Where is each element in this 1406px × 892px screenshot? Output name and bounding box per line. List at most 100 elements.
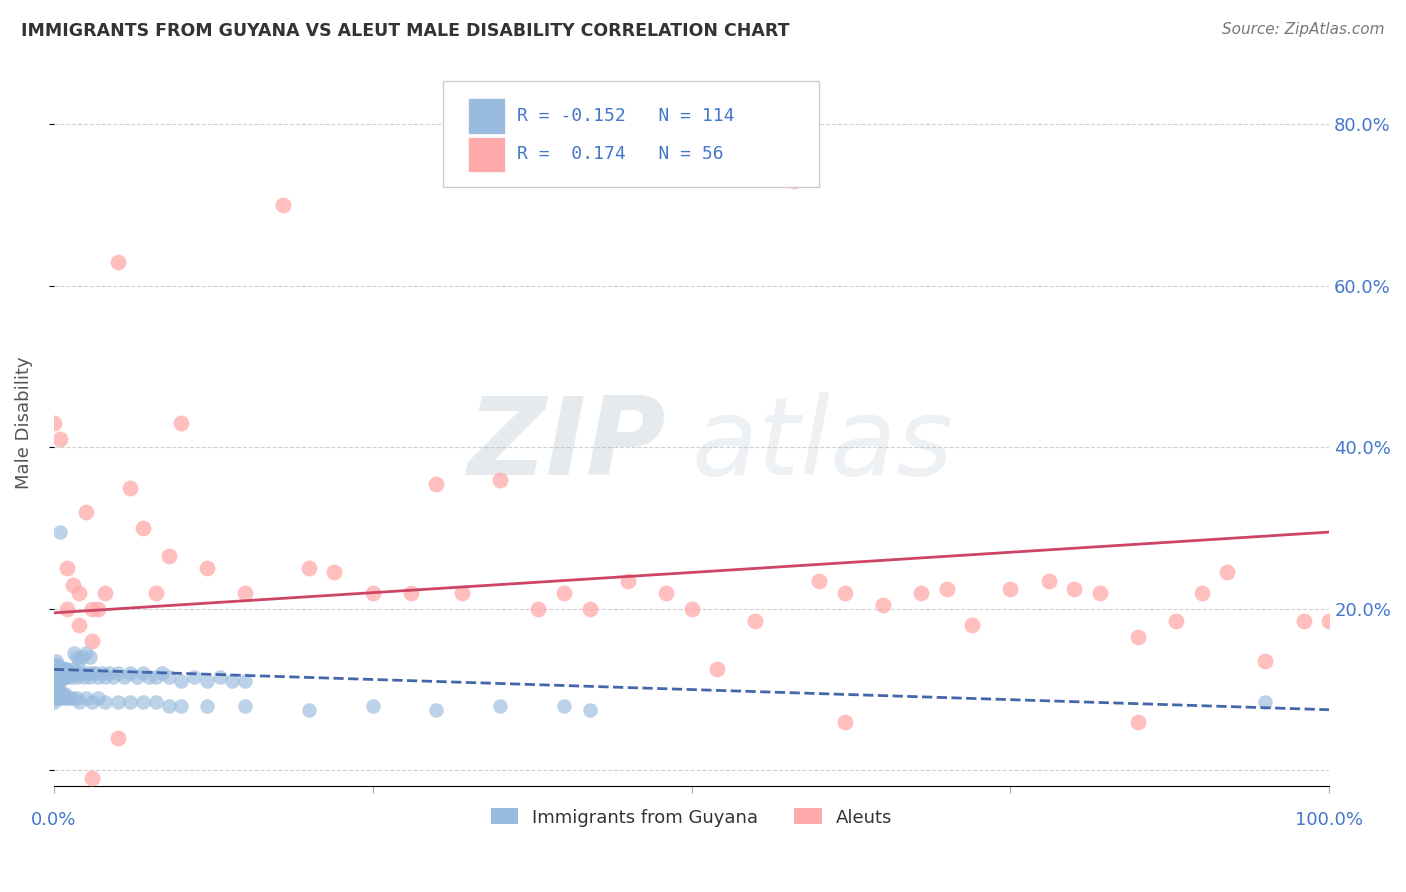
Point (46, 666, 69, 681)
Point (49, 674, 72, 689)
Point (45, 658, 67, 673)
Point (298, 561, 321, 575)
Point (62, 577, 84, 591)
Point (51, 690, 73, 705)
Point (221, 674, 243, 689)
Point (107, 695, 129, 709)
FancyBboxPatch shape (468, 98, 505, 134)
Point (1126, 714, 1149, 729)
Point (87, 602, 110, 616)
Point (51, 662, 73, 676)
Point (42, 695, 65, 709)
Point (42, 679, 65, 693)
Point (138, 670, 160, 684)
Text: 100.0%: 100.0% (1295, 811, 1364, 829)
Point (82, 772, 104, 786)
Point (45, 690, 67, 705)
Point (157, 698, 180, 713)
Point (170, 674, 193, 689)
Point (298, 703, 321, 717)
Point (489, 473, 512, 487)
Point (65, 666, 87, 681)
Point (82, 602, 104, 616)
Point (55, 690, 77, 705)
Point (45, 670, 67, 684)
Point (120, 666, 142, 681)
Point (195, 561, 218, 575)
Point (42, 690, 65, 705)
Point (63, 646, 86, 660)
Point (273, 198, 295, 212)
Point (616, 574, 638, 588)
Point (145, 695, 167, 709)
Point (49, 666, 72, 681)
Point (107, 731, 129, 745)
Point (66, 690, 89, 705)
Point (1254, 695, 1277, 709)
Text: IMMIGRANTS FROM GUYANA VS ALEUT MALE DISABILITY CORRELATION CHART: IMMIGRANTS FROM GUYANA VS ALEUT MALE DIS… (21, 22, 790, 40)
Text: ZIP: ZIP (468, 392, 666, 498)
Legend: Immigrants from Guyana, Aleuts: Immigrants from Guyana, Aleuts (482, 799, 901, 836)
Point (107, 666, 129, 681)
Point (60, 670, 83, 684)
Point (208, 670, 231, 684)
Point (120, 695, 142, 709)
Point (94, 670, 117, 684)
Point (112, 670, 135, 684)
Point (145, 585, 167, 599)
Point (1254, 654, 1277, 668)
Point (45, 666, 67, 681)
Point (935, 582, 957, 596)
Point (48, 666, 70, 681)
Point (70, 666, 93, 681)
Y-axis label: Male Disability: Male Disability (15, 357, 32, 490)
Point (55, 602, 77, 616)
Point (553, 698, 575, 713)
Point (706, 662, 728, 676)
Text: Source: ZipAtlas.com: Source: ZipAtlas.com (1222, 22, 1385, 37)
Point (94, 695, 117, 709)
Point (132, 666, 155, 681)
Point (82, 695, 104, 709)
Point (157, 670, 180, 684)
Point (1216, 566, 1239, 580)
Point (1191, 585, 1213, 599)
Point (361, 585, 384, 599)
Point (53, 670, 76, 684)
Point (83, 666, 105, 681)
Point (48, 670, 70, 684)
Point (132, 521, 155, 535)
Point (70, 650, 93, 665)
Point (42, 687, 65, 701)
Point (44, 670, 66, 684)
Point (44, 666, 66, 681)
Point (94, 585, 117, 599)
Point (82, 666, 104, 681)
Point (76, 666, 98, 681)
Point (46, 662, 69, 676)
Point (195, 698, 218, 713)
Point (834, 714, 856, 729)
Point (681, 602, 703, 616)
Point (1126, 630, 1149, 644)
Point (150, 666, 173, 681)
Point (44, 674, 66, 689)
Point (42, 416, 65, 430)
Point (73, 670, 96, 684)
Point (183, 670, 205, 684)
Point (399, 585, 422, 599)
Point (44, 687, 66, 701)
Point (120, 481, 142, 495)
Point (53, 687, 76, 701)
Point (53, 670, 76, 684)
FancyBboxPatch shape (468, 136, 505, 172)
Point (782, 174, 804, 188)
Point (52, 687, 75, 701)
Point (67, 654, 90, 668)
Point (44, 658, 66, 673)
Point (87, 670, 110, 684)
Point (53, 662, 76, 676)
Point (655, 585, 678, 599)
Point (62, 666, 84, 681)
Point (101, 670, 124, 684)
